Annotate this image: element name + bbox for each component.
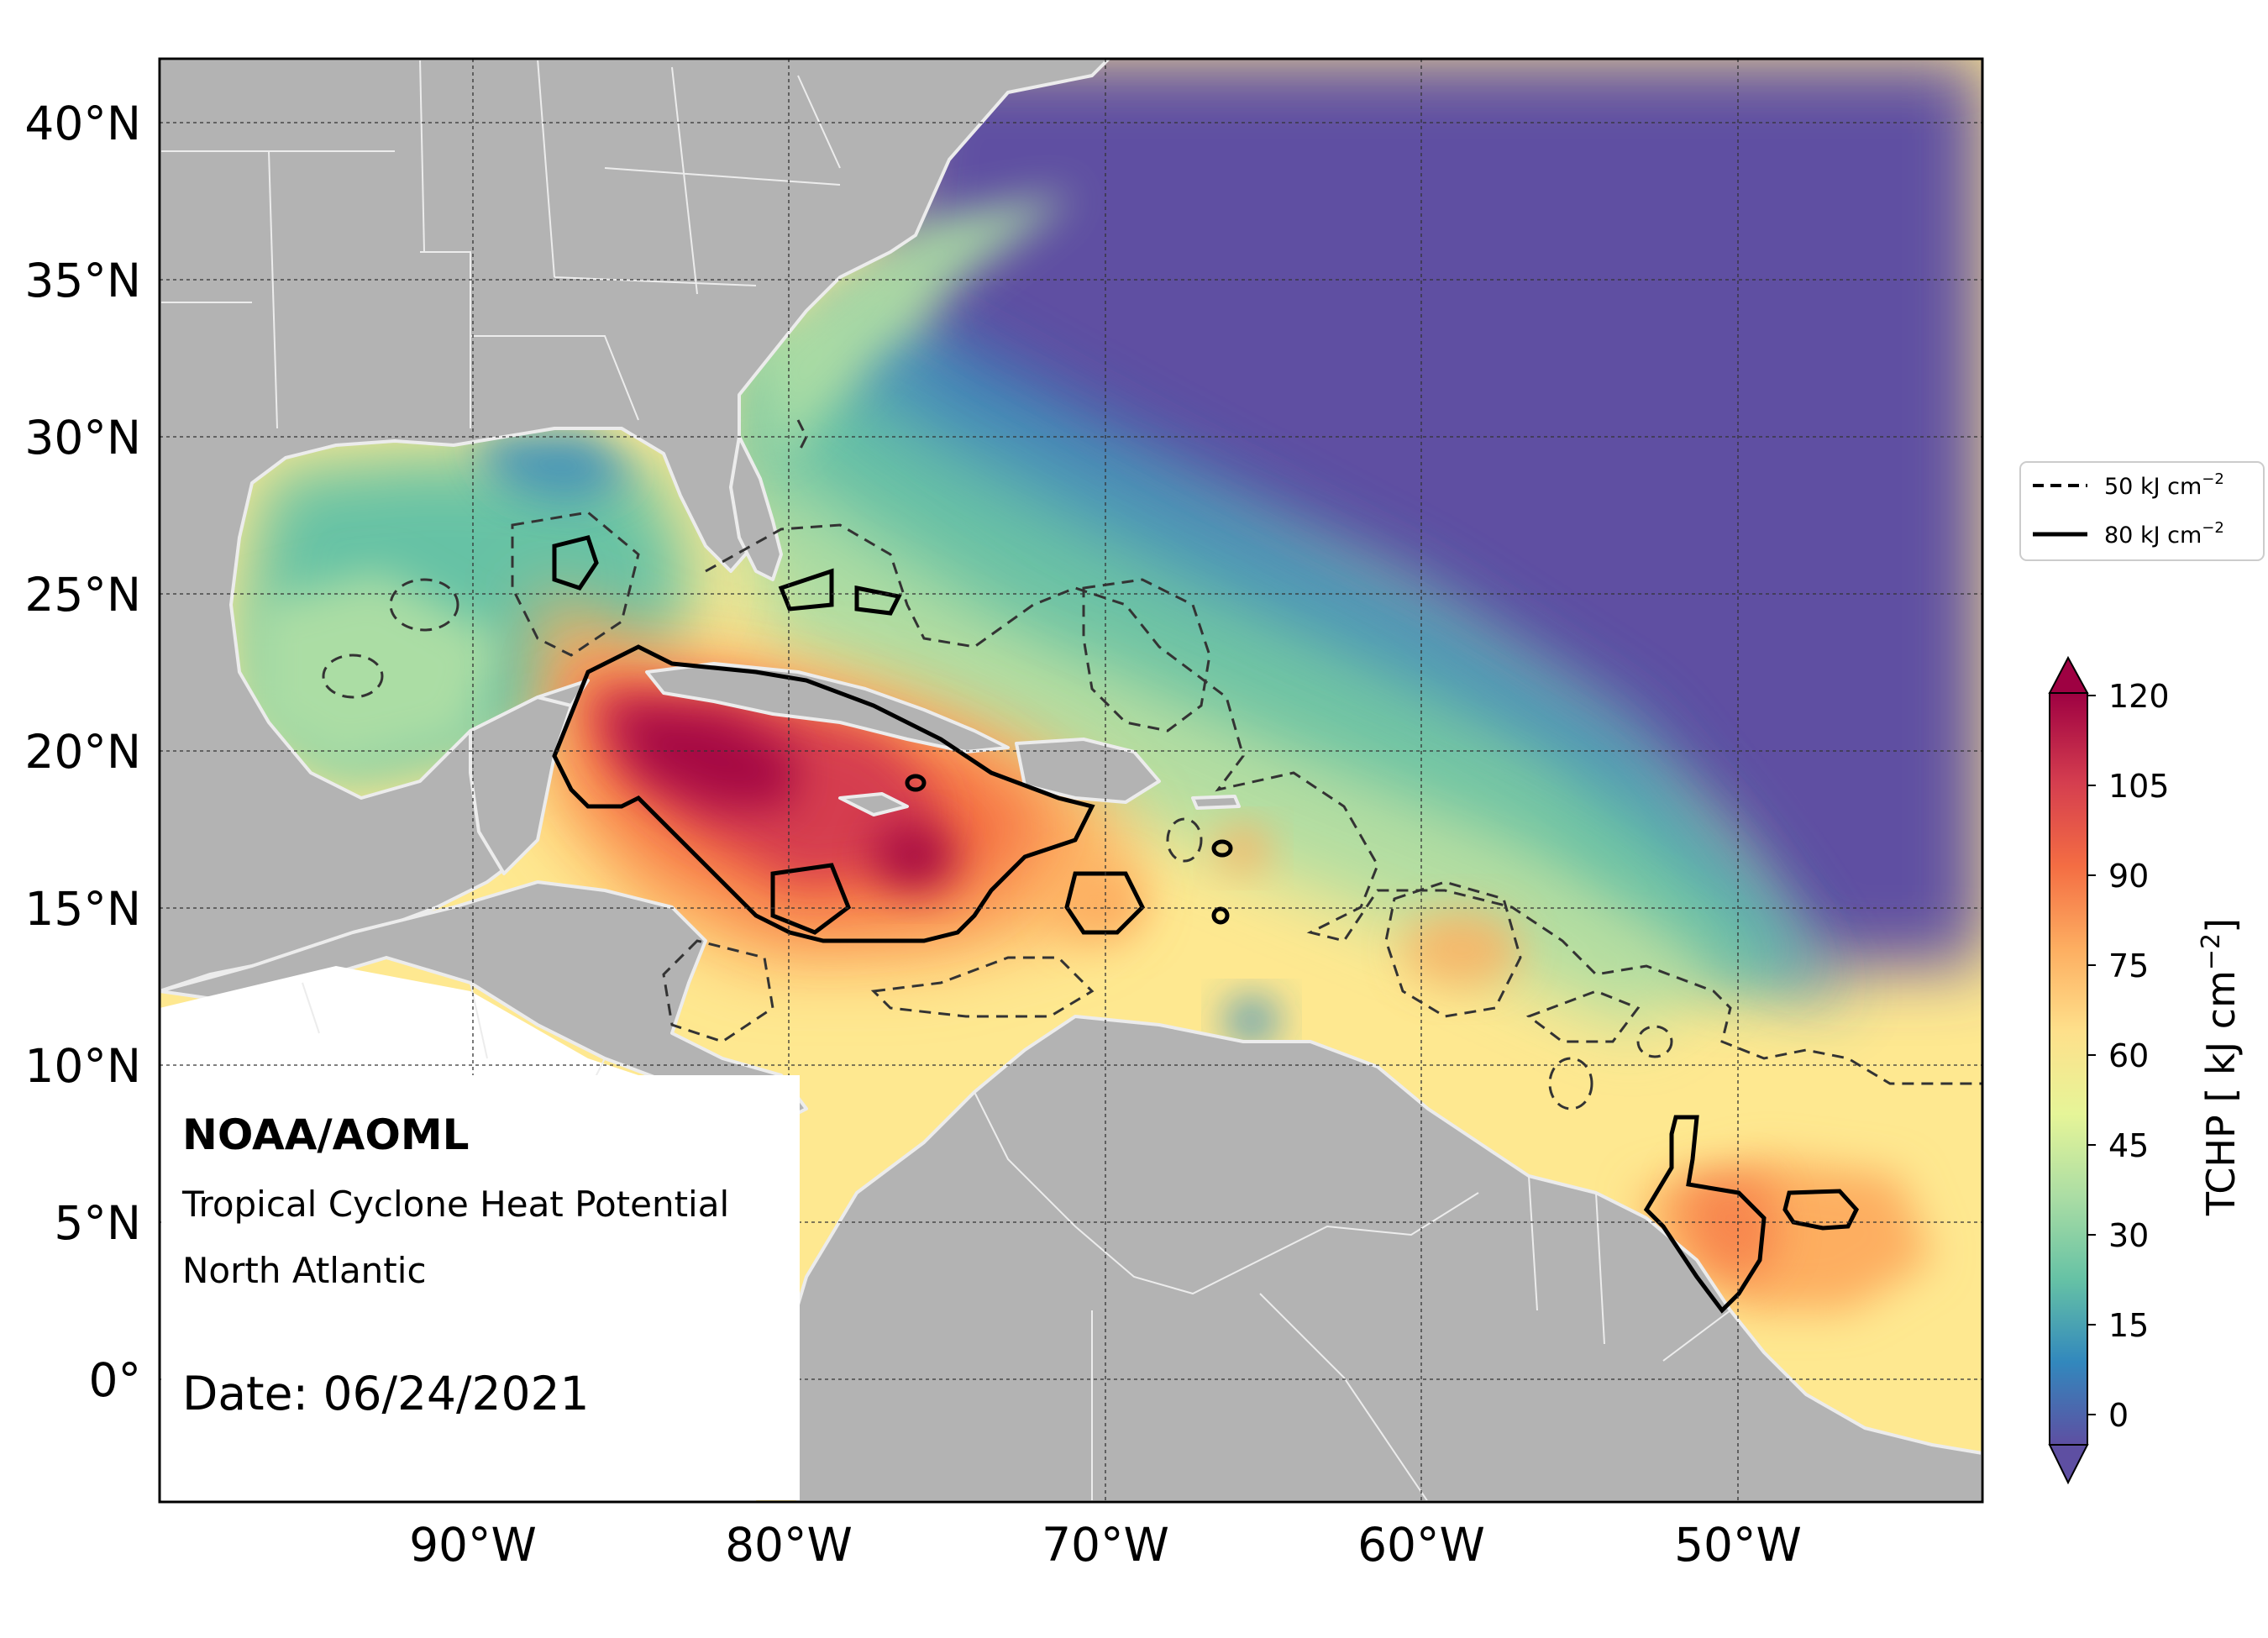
lon-label: 70°W bbox=[1042, 1518, 1169, 1572]
annotation-backdrop bbox=[161, 1075, 800, 1500]
legend-solid-text: 80 kJ cm−2 bbox=[2104, 519, 2224, 549]
map-frame bbox=[158, 57, 1984, 1504]
org-label: NOAA/AOML bbox=[182, 1110, 469, 1159]
lat-label: 35°N bbox=[24, 254, 141, 307]
lat-label: 0° bbox=[89, 1353, 142, 1407]
contour-50 bbox=[322, 419, 1982, 1110]
lat-label: 40°N bbox=[24, 97, 141, 150]
colorbar-label: TCHP [ kJ cm−2] bbox=[2197, 918, 2244, 1216]
lon-label: 60°W bbox=[1357, 1518, 1485, 1572]
lat-label: 5°N bbox=[54, 1196, 141, 1250]
date-label: Date: 06/24/2021 bbox=[182, 1367, 589, 1420]
colorbar-tick-label: 15 bbox=[2108, 1307, 2149, 1344]
contour-80 bbox=[552, 535, 1860, 1314]
map-area bbox=[160, 59, 1982, 1502]
colorbar-tick-labels: 120 105 90 75 60 45 30 15 0 bbox=[2108, 678, 2170, 1434]
product-label: Tropical Cyclone Heat Potential bbox=[181, 1184, 729, 1225]
colorbar-max-extension bbox=[2048, 655, 2089, 694]
colorbar-tick-label: 45 bbox=[2108, 1127, 2149, 1164]
florida bbox=[729, 435, 783, 581]
lon-label: 50°W bbox=[1674, 1518, 1802, 1572]
colorbar-frame bbox=[2049, 692, 2088, 1446]
longitude-labels: 90°W 80°W 70°W 60°W 50°W bbox=[409, 1518, 1802, 1572]
legend-dashed-text: 50 kJ cm−2 bbox=[2104, 470, 2224, 500]
lon-label: 90°W bbox=[409, 1518, 537, 1572]
lat-label: 20°N bbox=[24, 725, 141, 779]
colorbar-ticks bbox=[2087, 695, 2096, 1415]
colorbar-tick-label: 0 bbox=[2108, 1397, 2129, 1434]
colorbar-tick-label: 30 bbox=[2108, 1217, 2149, 1254]
puerto-rico bbox=[1191, 795, 1241, 810]
colorbar-tick-label: 120 bbox=[2108, 678, 2170, 715]
colorbar-gradient bbox=[2050, 693, 2087, 1445]
colorbar-tick-label: 90 bbox=[2108, 858, 2149, 895]
colorbar-tick-label: 60 bbox=[2108, 1037, 2149, 1074]
lon-label: 80°W bbox=[725, 1518, 853, 1572]
colorbar: 120 105 90 75 60 45 30 15 0 TCHP [ kJ cm… bbox=[2048, 655, 2244, 1485]
colorbar-min-extension bbox=[2048, 1444, 2089, 1485]
contour-legend: 50 kJ cm−2 80 kJ cm−2 bbox=[2019, 461, 2265, 561]
lat-label: 10°N bbox=[24, 1039, 141, 1093]
jamaica bbox=[838, 792, 909, 816]
colorbar-tick-label: 75 bbox=[2108, 948, 2149, 984]
colorbar-tick-label: 105 bbox=[2108, 768, 2170, 805]
lat-label: 25°N bbox=[24, 568, 141, 622]
lat-label: 15°N bbox=[24, 882, 141, 936]
latitude-labels: 40°N 35°N 30°N 25°N 20°N 15°N 10°N 5°N 0… bbox=[24, 97, 141, 1407]
south-america bbox=[780, 1015, 1982, 1502]
lat-label: 30°N bbox=[24, 411, 141, 465]
region-label: North Atlantic bbox=[182, 1250, 427, 1291]
